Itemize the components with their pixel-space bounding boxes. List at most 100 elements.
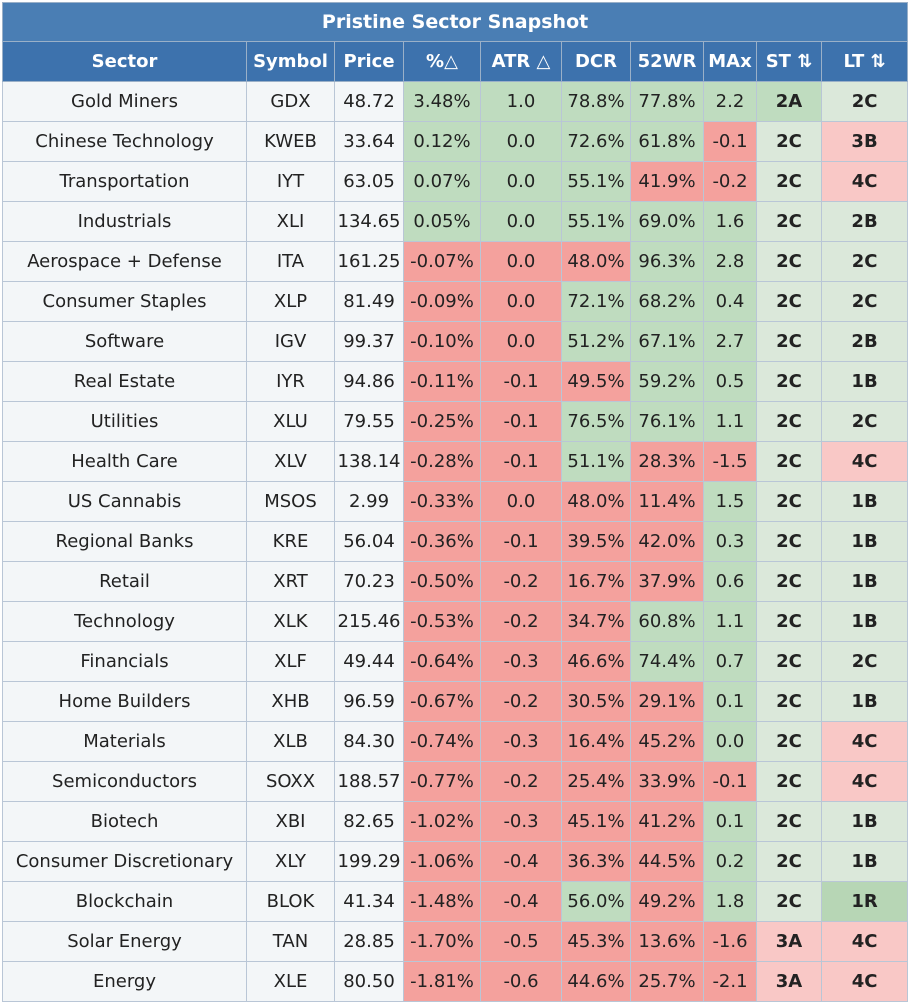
- header-sector[interactable]: Sector: [2, 41, 247, 82]
- symbol-cell: XHB: [246, 681, 335, 722]
- dcr-cell: 48.0%: [561, 481, 631, 522]
- 52wr-cell: 11.4%: [630, 481, 704, 522]
- pct-change-cell: -0.77%: [403, 761, 481, 802]
- atr-change-cell: -0.2: [480, 681, 562, 722]
- st-rating-cell: 2C: [756, 281, 822, 322]
- price-cell: 63.05: [334, 161, 404, 202]
- price-cell: 94.86: [334, 361, 404, 402]
- dcr-cell: 44.6%: [561, 961, 631, 1002]
- symbol-cell: TAN: [246, 921, 335, 962]
- 52wr-cell: 28.3%: [630, 441, 704, 482]
- 52wr-cell: 33.9%: [630, 761, 704, 802]
- 52wr-cell: 37.9%: [630, 561, 704, 602]
- max-cell: 1.5: [703, 481, 757, 522]
- pct-change-cell: -1.48%: [403, 881, 481, 922]
- dcr-cell: 48.0%: [561, 241, 631, 282]
- lt-rating-cell: 2C: [820, 241, 909, 282]
- 52wr-cell: 29.1%: [630, 681, 704, 722]
- header-price[interactable]: Price: [334, 41, 404, 82]
- table-row: Real Estate IYR 94.86 -0.11% -0.1 49.5% 59.2% 0…: [2, 361, 909, 402]
- st-rating-cell: 3A: [756, 961, 822, 1002]
- pct-change-cell: -0.25%: [403, 401, 481, 442]
- symbol-cell: XLK: [246, 601, 335, 642]
- sector-cell: Gold Miners: [2, 81, 247, 122]
- title-row: Pristine Sector Snapshot: [1, 2, 909, 42]
- st-rating-cell: 2C: [756, 561, 822, 602]
- max-cell: -2.1: [703, 961, 757, 1002]
- 52wr-cell: 61.8%: [630, 121, 704, 162]
- header-atr-change[interactable]: ATR △: [480, 41, 562, 82]
- table-title: Pristine Sector Snapshot: [1, 2, 909, 42]
- price-cell: 49.44: [334, 641, 404, 682]
- pct-change-cell: -0.11%: [403, 361, 481, 402]
- sector-cell: Regional Banks: [2, 521, 247, 562]
- max-cell: 0.0: [703, 721, 757, 762]
- 52wr-cell: 49.2%: [630, 881, 704, 922]
- header-max[interactable]: MAx: [703, 41, 757, 82]
- header-dcr[interactable]: DCR: [561, 41, 631, 82]
- header-row: Sector Symbol Price %△ ATR △ DCR 52WR MA…: [2, 41, 909, 82]
- price-cell: 80.50: [334, 961, 404, 1002]
- symbol-cell: IYT: [246, 161, 335, 202]
- symbol-cell: SOXX: [246, 761, 335, 802]
- st-rating-cell: 2C: [756, 841, 822, 882]
- lt-rating-cell: 1B: [820, 801, 909, 842]
- table-row: Consumer Discretionary XLY 199.29 -1.06% -0.…: [2, 841, 909, 882]
- dcr-cell: 34.7%: [561, 601, 631, 642]
- sector-cell: Utilities: [2, 401, 247, 442]
- table-row: Technology XLK 215.46 -0.53% -0.2 34.7% 60.8% 1…: [2, 601, 909, 642]
- lt-rating-cell: 4C: [820, 921, 909, 962]
- max-cell: 0.6: [703, 561, 757, 602]
- price-cell: 82.65: [334, 801, 404, 842]
- table-row: Health Care XLV 138.14 -0.28% -0.1 51.1% 28.3%…: [2, 441, 909, 482]
- symbol-cell: ITA: [246, 241, 335, 282]
- sector-cell: Health Care: [2, 441, 247, 482]
- pct-change-cell: -0.53%: [403, 601, 481, 642]
- dcr-cell: 39.5%: [561, 521, 631, 562]
- dcr-cell: 55.1%: [561, 161, 631, 202]
- table-row: Utilities XLU 79.55 -0.25% -0.1 76.5% 76.1% 1.1…: [2, 401, 909, 442]
- sector-cell: Chinese Technology: [2, 121, 247, 162]
- dcr-cell: 49.5%: [561, 361, 631, 402]
- lt-rating-cell: 2C: [820, 281, 909, 322]
- table-row: Software IGV 99.37 -0.10% 0.0 51.2% 67.1% 2.7 2C…: [2, 321, 909, 362]
- dcr-cell: 78.8%: [561, 81, 631, 122]
- lt-rating-cell: 1R: [820, 881, 909, 922]
- table-row: Aerospace + Defense ITA 161.25 -0.07% 0.0 48.…: [2, 241, 909, 282]
- symbol-cell: GDX: [246, 81, 335, 122]
- table-row: Gold Miners GDX 48.72 3.48% 1.0 78.8% 77.8% 2.2…: [2, 81, 909, 122]
- header-symbol[interactable]: Symbol: [246, 41, 335, 82]
- atr-change-cell: -0.1: [480, 521, 562, 562]
- dcr-cell: 45.1%: [561, 801, 631, 842]
- price-cell: 188.57: [334, 761, 404, 802]
- dcr-cell: 36.3%: [561, 841, 631, 882]
- pct-change-cell: 0.07%: [403, 161, 481, 202]
- lt-rating-cell: 2C: [820, 401, 909, 442]
- table-row: Financials XLF 49.44 -0.64% -0.3 46.6% 74.4% 0.…: [2, 641, 909, 682]
- header-lt-sort[interactable]: LT ⇅: [820, 41, 909, 82]
- 52wr-cell: 41.9%: [630, 161, 704, 202]
- dcr-cell: 51.2%: [561, 321, 631, 362]
- pct-change-cell: -0.09%: [403, 281, 481, 322]
- atr-change-cell: -0.1: [480, 441, 562, 482]
- st-rating-cell: 2C: [756, 321, 822, 362]
- header-st-sort[interactable]: ST ⇅: [756, 41, 822, 82]
- atr-change-cell: -0.3: [480, 721, 562, 762]
- pct-change-cell: -0.33%: [403, 481, 481, 522]
- table-row: Solar Energy TAN 28.85 -1.70% -0.5 45.3% 13.6%…: [2, 921, 909, 962]
- dcr-cell: 51.1%: [561, 441, 631, 482]
- sector-cell: Energy: [2, 961, 247, 1002]
- sector-cell: Home Builders: [2, 681, 247, 722]
- symbol-cell: XRT: [246, 561, 335, 602]
- header-pct-change[interactable]: %△: [403, 41, 481, 82]
- symbol-cell: XLU: [246, 401, 335, 442]
- st-rating-cell: 2C: [756, 201, 822, 242]
- pct-change-cell: -1.02%: [403, 801, 481, 842]
- atr-change-cell: 0.0: [480, 201, 562, 242]
- header-52wr[interactable]: 52WR: [630, 41, 704, 82]
- st-rating-cell: 2C: [756, 481, 822, 522]
- st-rating-cell: 2C: [756, 241, 822, 282]
- atr-change-cell: -0.1: [480, 401, 562, 442]
- 52wr-cell: 67.1%: [630, 321, 704, 362]
- st-rating-cell: 2C: [756, 761, 822, 802]
